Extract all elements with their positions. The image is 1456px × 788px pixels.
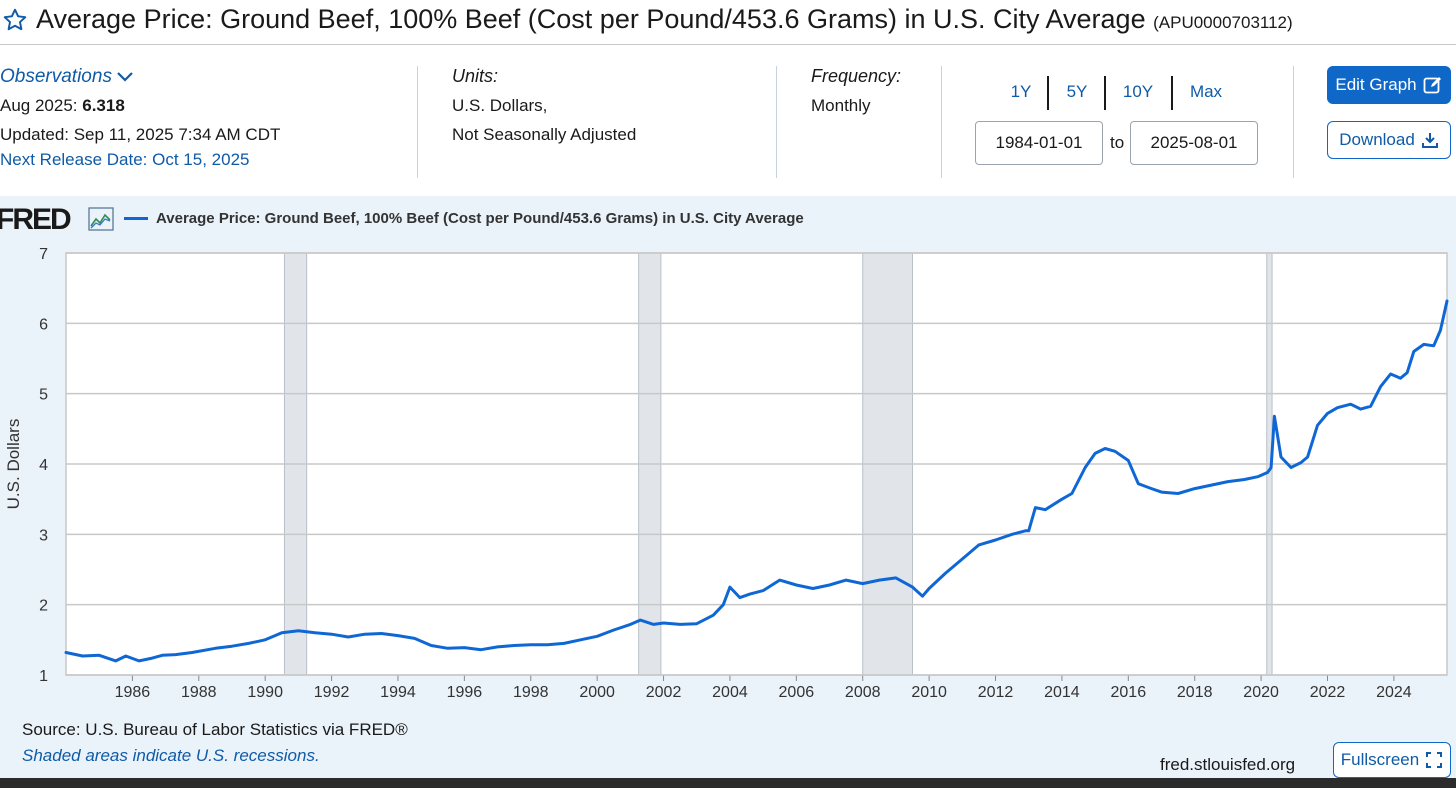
fullscreen-icon	[1426, 752, 1443, 768]
x-tick-label: 2008	[845, 684, 881, 701]
frequency-block: Frequency: Monthly	[811, 62, 901, 120]
chart-legend: Average Price: Ground Beef, 100% Beef (C…	[124, 210, 804, 227]
x-tick-label: 2002	[646, 684, 682, 701]
x-tick-label: 2006	[779, 684, 815, 701]
range-separator	[1104, 76, 1106, 110]
page-title: Average Price: Ground Beef, 100% Beef (C…	[36, 4, 1293, 35]
chevron-down-icon	[117, 71, 133, 82]
x-tick-label: 1996	[447, 684, 483, 701]
page-title-text: Average Price: Ground Beef, 100% Beef (C…	[36, 4, 1146, 34]
range-separator	[1171, 76, 1173, 110]
fred-logo[interactable]: FRED	[0, 203, 72, 236]
x-tick-label: 1998	[513, 684, 549, 701]
x-tick-label: 2010	[911, 684, 947, 701]
series-line	[64, 299, 1449, 663]
y-tick-label: 7	[39, 246, 48, 263]
x-tick-label: 1986	[115, 684, 151, 701]
download-button[interactable]: Download	[1327, 121, 1451, 159]
edit-graph-button[interactable]: Edit Graph	[1327, 66, 1451, 104]
observations-label: Observations	[0, 66, 112, 87]
units-line-1: U.S. Dollars,	[452, 96, 548, 115]
fred-url: fred.stlouisfed.org	[1160, 755, 1296, 774]
y-tick-label: 1	[39, 668, 48, 685]
units-block: Units: U.S. Dollars, Not Seasonally Adju…	[452, 62, 636, 149]
units-label: Units:	[452, 66, 499, 86]
latest-observation: Aug 2025: 6.318	[0, 91, 280, 120]
y-tick-label: 6	[39, 316, 48, 333]
updated-text: Updated: Sep 11, 2025 7:34 AM CDT	[0, 125, 281, 144]
y-tick-label: 4	[39, 457, 48, 474]
x-tick-label: 2020	[1243, 684, 1279, 701]
legend-swatch	[124, 217, 148, 220]
x-tick-label: 1992	[314, 684, 350, 701]
line-chart-icon	[88, 207, 114, 231]
next-release-link[interactable]: Next Release Date: Oct 15, 2025	[0, 150, 250, 169]
date-range-to-label: to	[1110, 133, 1125, 152]
divider	[941, 66, 942, 178]
taskbar-strip	[0, 778, 1456, 788]
x-tick-label: 2016	[1111, 684, 1147, 701]
x-tick-label: 2014	[1044, 684, 1080, 701]
divider	[1293, 66, 1294, 178]
divider	[776, 66, 777, 178]
x-tick-label: 1990	[247, 684, 283, 701]
y-tick-label: 5	[39, 387, 48, 404]
x-tick-label: 2004	[712, 684, 748, 701]
divider	[417, 66, 418, 178]
observations-block: Observations Aug 2025: 6.318 Updated: Se…	[0, 62, 280, 174]
line-chart: 1 2 3 4 5 6 7 1986 1988 1990 1992 1994 1996 1998 2000 2…	[4, 246, 1449, 701]
x-tick-label: 1988	[181, 684, 217, 701]
range-max-button[interactable]: Max	[1189, 82, 1223, 101]
edit-graph-label: Edit Graph	[1335, 75, 1417, 94]
series-id: (APU0000703112)	[1153, 13, 1293, 32]
source-note: Source: U.S. Bureau of Labor Statistics …	[22, 720, 408, 739]
units-line-2: Not Seasonally Adjusted	[452, 125, 637, 144]
recession-note-link[interactable]: Shaded areas indicate U.S. recessions.	[22, 746, 320, 765]
range-separator	[1047, 76, 1049, 110]
frequency-value: Monthly	[811, 96, 871, 115]
end-date-input[interactable]	[1130, 121, 1258, 165]
pencil-icon	[1423, 77, 1441, 94]
x-tick-label: 2012	[978, 684, 1014, 701]
download-label: Download	[1339, 130, 1415, 149]
legend-label: Average Price: Ground Beef, 100% Beef (C…	[156, 210, 804, 227]
x-tick-label: 2018	[1177, 684, 1213, 701]
observation-value: 6.318	[82, 96, 125, 115]
x-tick-label: 1994	[380, 684, 416, 701]
range-10y-button[interactable]: 10Y	[1122, 82, 1154, 101]
range-5y-button[interactable]: 5Y	[1066, 82, 1088, 101]
download-icon	[1421, 133, 1438, 148]
x-tick-label: 2022	[1310, 684, 1346, 701]
fullscreen-button[interactable]: Fullscreen	[1333, 742, 1451, 778]
y-tick-label: 3	[39, 527, 48, 544]
frequency-label: Frequency:	[811, 66, 902, 86]
observation-period: Aug 2025:	[0, 96, 78, 115]
plot-border	[65, 252, 1448, 676]
x-tick-label: 2024	[1376, 684, 1412, 701]
y-axis-label: U.S. Dollars	[4, 419, 23, 510]
star-icon[interactable]	[2, 7, 28, 33]
fullscreen-label: Fullscreen	[1340, 750, 1420, 769]
title-bar: Average Price: Ground Beef, 100% Beef (C…	[0, 0, 1456, 45]
observations-dropdown[interactable]: Observations	[0, 62, 280, 91]
y-tick-label: 2	[39, 598, 48, 615]
start-date-input[interactable]	[975, 121, 1103, 165]
range-1y-button[interactable]: 1Y	[1010, 82, 1032, 101]
x-tick-label: 2000	[579, 684, 615, 701]
